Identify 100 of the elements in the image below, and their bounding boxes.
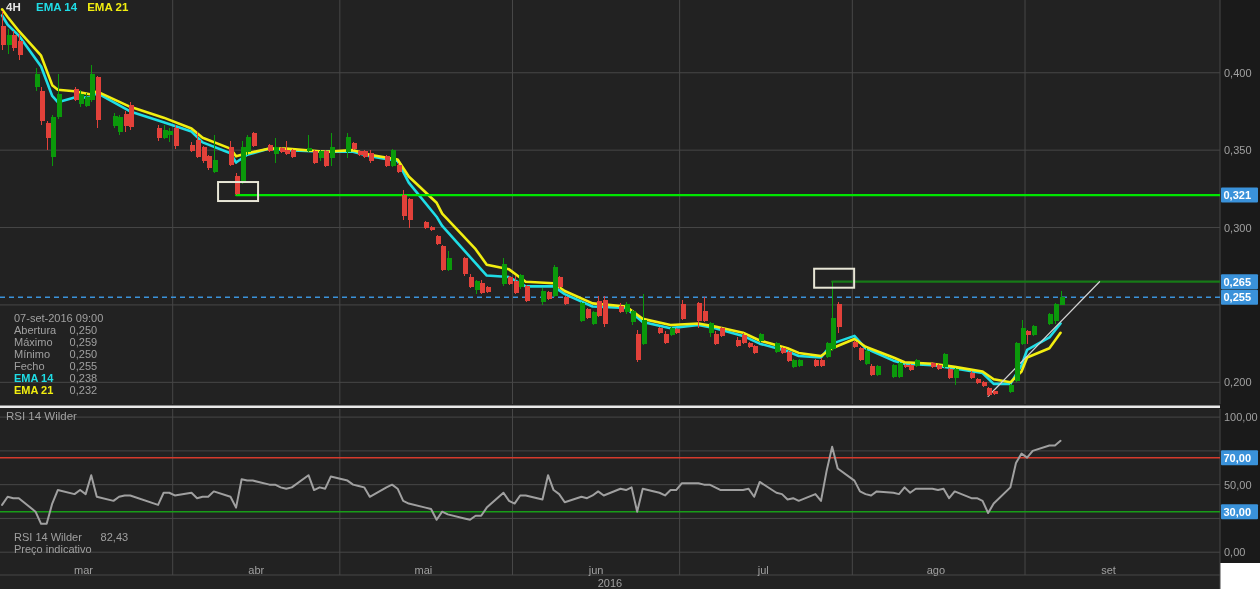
x-tick-label: set: [1101, 563, 1116, 576]
annotation: Preço indicativo: [14, 543, 92, 555]
candlestick: [462, 256, 468, 277]
candlestick: [267, 143, 273, 153]
candlestick: [635, 329, 641, 363]
x-tick-label: mai: [414, 563, 433, 576]
y-tick-label: 0,200: [1224, 376, 1252, 389]
candlestick: [669, 326, 675, 337]
candlestick: [446, 250, 452, 272]
candlestick: [95, 75, 101, 129]
candlestick: [468, 273, 474, 289]
line-series: [1, 439, 1062, 525]
candlestick: [579, 301, 585, 323]
candlestick: [234, 172, 240, 196]
text: EMA 21 0,232: [14, 384, 98, 396]
chart-title: 4H: [6, 1, 21, 13]
ref-line-label: 0,255: [1223, 291, 1252, 304]
candlestick: [156, 124, 162, 142]
candlestick: [390, 148, 396, 168]
candlestick: [6, 28, 12, 55]
candlestick: [585, 307, 591, 320]
ref-line-label: 30,00: [1223, 505, 1252, 518]
candlestick: [1031, 324, 1037, 337]
candlestick: [306, 134, 312, 153]
text: EMA 14: [36, 1, 78, 13]
text: Fecho 0,255: [14, 360, 98, 372]
text: EMA 14 0,238: [14, 372, 98, 384]
candlestick: [273, 137, 279, 164]
candlestick: [641, 293, 647, 346]
x-tick-label: mar: [74, 563, 94, 576]
x-tick-label: jun: [587, 563, 604, 576]
candlestick: [557, 275, 563, 290]
candlestick: [1025, 329, 1031, 345]
data-label: 0,321: [1223, 189, 1252, 202]
candlestick: [73, 86, 79, 102]
candlestick: [39, 86, 45, 126]
candlestick: [869, 363, 875, 377]
y-tick-label: 0,400: [1224, 66, 1252, 79]
candlestick: [228, 140, 234, 167]
candlestick: [501, 258, 507, 287]
candlestick: [680, 299, 686, 321]
text: RSI 14 Wilder 82,43: [14, 531, 129, 543]
y-tick-label: 100,00: [1224, 411, 1258, 424]
candlestick: [34, 67, 40, 92]
candlestick: [836, 301, 842, 334]
candlestick: [563, 295, 569, 306]
candlestick: [0, 10, 6, 51]
x-tick-label: abr: [248, 563, 265, 576]
text: EMA 21: [87, 1, 129, 13]
candlestick: [351, 141, 357, 151]
candlestick: [663, 330, 669, 345]
candlestick: [758, 332, 764, 343]
candlestick: [774, 341, 780, 354]
candlestick: [546, 290, 552, 301]
chart-title: RSI 14 Wilder: [6, 410, 78, 422]
candlestick: [251, 131, 257, 148]
text: Máximo 0,259: [14, 336, 98, 348]
candlestick: [312, 149, 318, 165]
y-tick-label: 0,350: [1224, 144, 1252, 157]
candlestick: [674, 327, 680, 335]
candlestick: [708, 321, 714, 338]
candlestick: [969, 370, 975, 380]
text: Mínimo 0,250: [14, 348, 98, 360]
candlestick: [518, 273, 524, 290]
candlestick: [552, 264, 558, 298]
candlestick: [657, 326, 663, 335]
y-tick-label: 0,300: [1224, 221, 1252, 234]
candlestick: [942, 352, 948, 369]
candlestick: [540, 287, 546, 306]
candlestick: [591, 310, 597, 326]
candlestick: [864, 347, 870, 366]
candlestick: [474, 279, 480, 295]
candlestick: [858, 346, 864, 362]
candlestick: [852, 340, 858, 349]
data-label: 0,265: [1223, 275, 1252, 288]
y-tick-label: 50,00: [1224, 478, 1252, 491]
candlestick: [329, 132, 335, 167]
x-axis-title: 2016: [597, 576, 623, 589]
candlestick: [1008, 383, 1014, 394]
candlestick: [875, 364, 881, 377]
y-tick-label: 0,00: [1224, 546, 1246, 559]
x-tick-label: ago: [926, 563, 946, 576]
candlestick: [953, 367, 959, 386]
candlestick: [323, 149, 329, 168]
text: Abertura 0,250: [14, 324, 98, 336]
candlestick: [384, 154, 390, 168]
candlestick: [524, 284, 530, 303]
candlestick: [618, 302, 624, 314]
candlestick: [50, 114, 56, 167]
candlestick: [318, 149, 324, 162]
candlestick: [947, 367, 953, 380]
candlestick: [173, 124, 179, 150]
candlestick: [345, 132, 351, 159]
candlestick: [56, 73, 62, 120]
annotation: 07-set-2016 09:00: [14, 312, 104, 324]
ref-line-label: 70,00: [1223, 451, 1252, 464]
candlestick: [914, 358, 920, 368]
x-tick-label: jul: [756, 563, 769, 576]
candlestick: [45, 120, 51, 151]
candlestick: [212, 134, 218, 174]
